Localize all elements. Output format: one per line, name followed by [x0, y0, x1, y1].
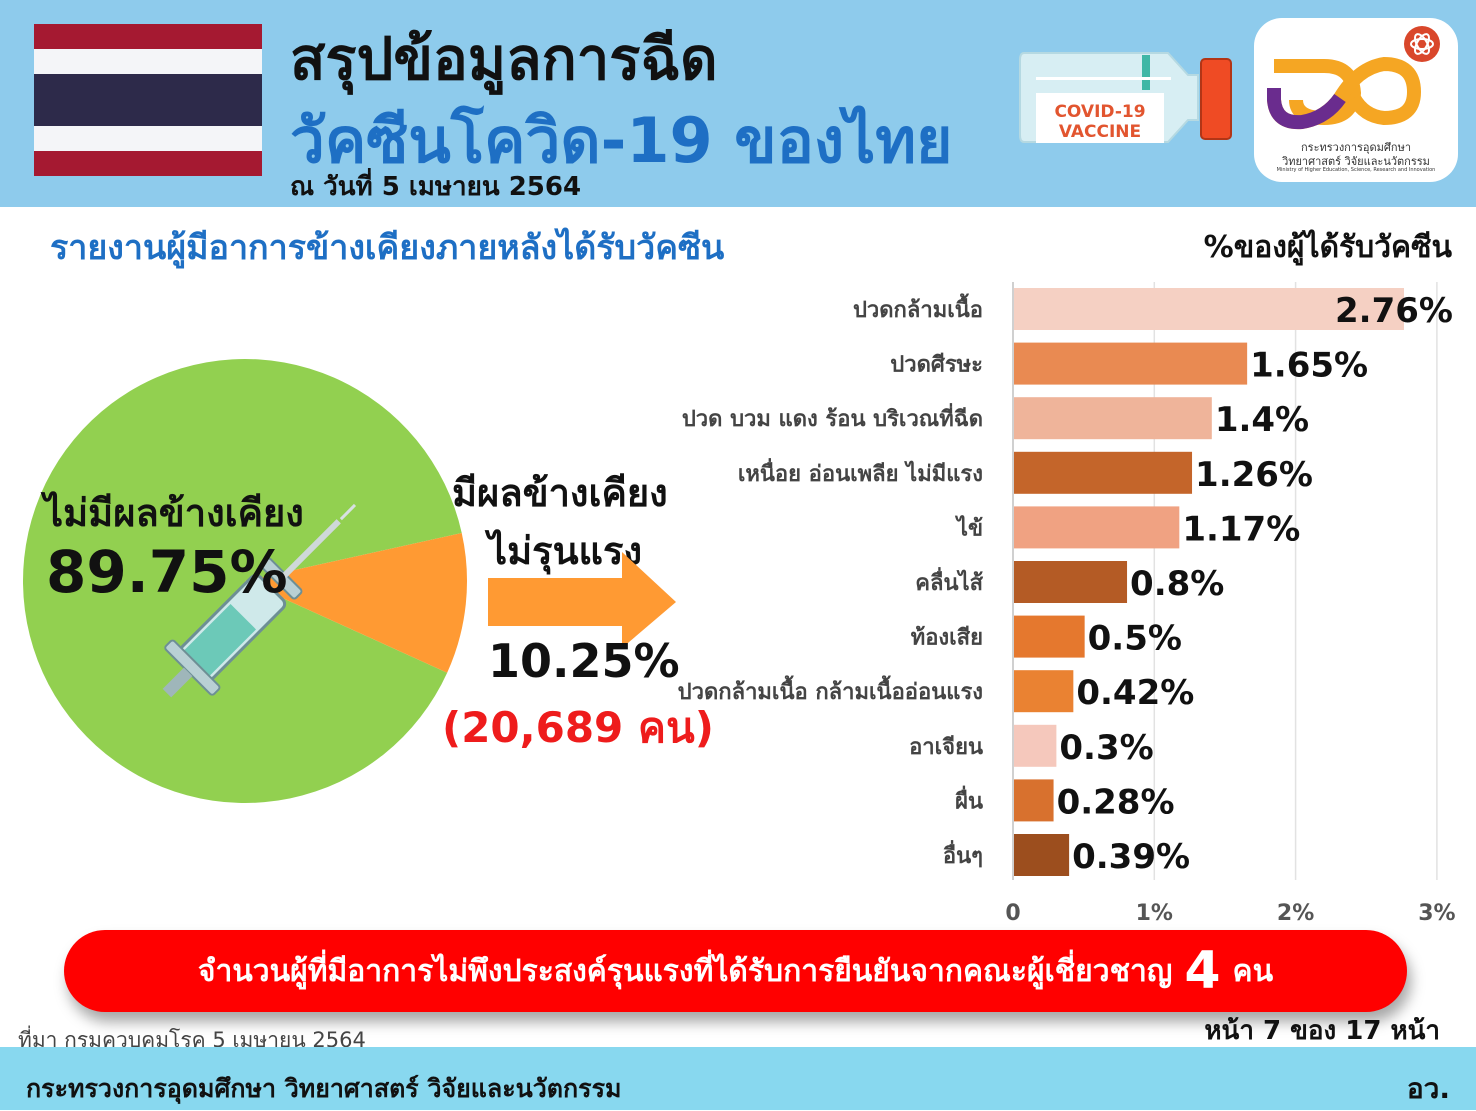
title-line1: สรุปข้อมูลการฉีด	[290, 25, 718, 93]
value-label: 1.65%	[1250, 346, 1368, 386]
bar	[1014, 451, 1193, 494]
bar	[1014, 615, 1085, 658]
value-label: 0.39%	[1072, 837, 1190, 877]
vial-label-line2: VACCINE	[1059, 122, 1141, 142]
value-label: 1.17%	[1182, 509, 1300, 549]
category-label: ปวดกล้ามเนื้อ	[853, 293, 983, 323]
title-line2: วัคซีนโควิด-19 ของไทย	[290, 104, 953, 177]
pie-slice-no-side-effect	[22, 359, 462, 804]
pie-value-no-side-effect: 89.75%	[46, 538, 288, 606]
value-label: 2.76%	[1335, 291, 1453, 331]
category-label: คลื่นไส้	[915, 566, 983, 596]
section-subtitle: รายงานผู้มีอาการข้างเคียงภายหลังได้รับวั…	[50, 228, 725, 268]
banner-count: 4	[1184, 941, 1221, 1001]
bar	[1014, 342, 1248, 385]
category-label: อื่นๆ	[943, 839, 983, 869]
bar	[1014, 561, 1128, 603]
vaccine-vial-icon: COVID-19 VACCINE	[1019, 52, 1232, 143]
bar	[1014, 779, 1054, 822]
value-label: 1.4%	[1215, 400, 1309, 440]
syringe-icon	[162, 503, 357, 698]
logo-text-line1: กระทรวงการอุดมศึกษา	[1301, 141, 1411, 154]
logo-text-line2: วิทยาศาสตร์ วิจัยและนวัตกรรม	[1282, 155, 1430, 168]
bar	[1014, 670, 1074, 713]
category-label: ปวด บวม แดง ร้อน บริเวณที่ฉีด	[682, 402, 983, 432]
thai-flag-image	[34, 24, 262, 176]
category-label: ไข้	[955, 514, 983, 541]
value-label: 0.8%	[1130, 564, 1224, 604]
bar-chart: 0 1% 2% 3% ปวดกล้ามเนื้อ 2.76% ปวดศีรษะ 1.65% ปว…	[678, 282, 1456, 926]
x-tick-label: 3%	[1418, 901, 1455, 926]
logo-text-line3: Ministry of Higher Education, Science, R…	[1276, 167, 1436, 173]
page-indicator: หน้า 7 ของ 17 หน้า	[1204, 1016, 1440, 1046]
x-tick-label: 0	[1005, 901, 1020, 926]
pie-count-mild: (20,689 คน)	[442, 703, 714, 752]
x-tick-label: 1%	[1136, 901, 1173, 926]
category-label: ท้องเสีย	[911, 626, 983, 651]
bar-chart-unit-label: %ของผู้ได้รับวัคซีน	[1203, 230, 1452, 265]
bar	[1014, 834, 1070, 876]
ministry-logo: กระทรวงการอุดมศึกษา วิทยาศาสตร์ วิจัยและ…	[1254, 18, 1458, 182]
pie-label-no-side-effect: ไม่มีผลข้างเคียง	[44, 491, 304, 535]
category-label: ปวดศีรษะ	[890, 353, 983, 378]
mild-label-line1: มีผลข้างเคียง	[452, 471, 668, 515]
x-tick-label: 2%	[1277, 901, 1314, 926]
pie-slice-mild-side-effect	[245, 532, 467, 673]
mhesi-logo-mark	[1267, 26, 1440, 130]
bar	[1014, 397, 1212, 440]
arrow-right-icon	[488, 552, 676, 648]
pie-value-mild: 10.25%	[488, 634, 680, 688]
category-label: เหนื่อย อ่อนเพลีย ไม่มีแรง	[738, 457, 983, 487]
mild-label-line2: ไม่รุนแรง	[488, 529, 643, 573]
vial-label-line1: COVID-19	[1054, 102, 1145, 122]
value-label: 0.3%	[1059, 728, 1153, 768]
date-label: ณ วันที่ 5 เมษายน 2564	[290, 172, 582, 202]
bar	[1014, 724, 1057, 767]
value-label: 1.26%	[1195, 455, 1313, 495]
footer-abbr: อว.	[1406, 1072, 1450, 1105]
value-label: 0.42%	[1076, 673, 1194, 713]
banner-text: จำนวนผู้ที่มีอาการไม่พึงประสงค์รุนแรงที่…	[197, 953, 1173, 989]
severe-cases-banner: จำนวนผู้ที่มีอาการไม่พึงประสงค์รุนแรงที่…	[64, 930, 1407, 1012]
footer-ministry: กระทรวงการอุดมศึกษา วิทยาศาสตร์ วิจัยและ…	[26, 1074, 622, 1103]
value-label: 0.5%	[1088, 619, 1182, 659]
footer-band	[0, 1047, 1476, 1110]
category-label: อาเจียน	[909, 735, 983, 760]
bar	[1014, 288, 1404, 330]
bar	[1014, 506, 1180, 549]
category-label: ผื่น	[955, 784, 983, 814]
pie-chart	[22, 359, 467, 804]
banner-unit: คน	[1232, 953, 1274, 989]
category-label: ปวดกล้ามเนื้อ กล้ามเนื้ออ่อนแรง	[678, 675, 983, 705]
value-label: 0.28%	[1057, 782, 1175, 822]
